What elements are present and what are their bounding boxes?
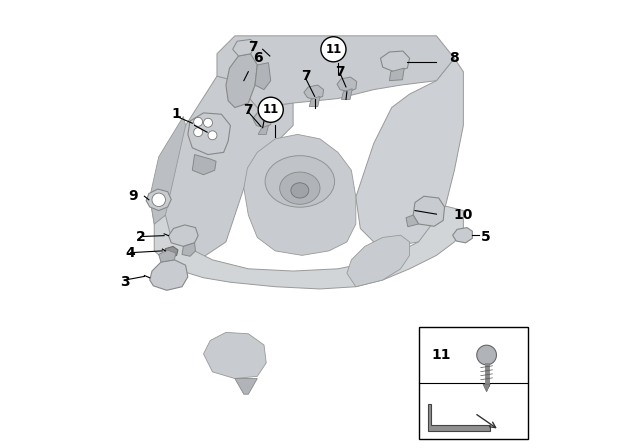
- Polygon shape: [146, 189, 172, 211]
- Text: 10: 10: [454, 208, 473, 222]
- Polygon shape: [342, 89, 352, 99]
- Polygon shape: [337, 77, 356, 92]
- Polygon shape: [413, 196, 445, 226]
- Circle shape: [152, 193, 166, 207]
- Polygon shape: [150, 260, 188, 290]
- Ellipse shape: [280, 172, 320, 204]
- Text: 7: 7: [248, 40, 258, 54]
- Text: 5: 5: [481, 230, 491, 245]
- Polygon shape: [255, 63, 271, 90]
- Polygon shape: [304, 85, 324, 99]
- Text: 2: 2: [136, 229, 146, 244]
- Polygon shape: [164, 246, 178, 258]
- Circle shape: [258, 97, 284, 122]
- FancyBboxPatch shape: [419, 327, 529, 439]
- Circle shape: [194, 117, 203, 126]
- Polygon shape: [347, 235, 410, 287]
- Polygon shape: [168, 225, 198, 246]
- Polygon shape: [356, 58, 463, 246]
- Polygon shape: [406, 215, 419, 227]
- Circle shape: [477, 345, 497, 365]
- Text: 11: 11: [325, 43, 342, 56]
- Text: 3: 3: [120, 275, 130, 289]
- Text: 7: 7: [335, 65, 345, 79]
- Text: 7: 7: [243, 103, 253, 117]
- Polygon shape: [159, 250, 176, 262]
- Polygon shape: [483, 384, 490, 392]
- Polygon shape: [452, 228, 472, 243]
- Polygon shape: [244, 134, 356, 255]
- Polygon shape: [389, 68, 404, 81]
- Polygon shape: [309, 96, 320, 107]
- Polygon shape: [182, 243, 195, 256]
- Ellipse shape: [291, 183, 309, 198]
- Text: 11: 11: [431, 348, 451, 362]
- Text: 8: 8: [449, 51, 458, 65]
- Polygon shape: [150, 76, 293, 260]
- Polygon shape: [258, 125, 269, 134]
- Circle shape: [194, 128, 203, 137]
- Circle shape: [321, 37, 346, 62]
- Circle shape: [204, 118, 212, 127]
- Polygon shape: [188, 113, 230, 155]
- Polygon shape: [204, 332, 266, 379]
- Polygon shape: [226, 54, 257, 108]
- Text: 7: 7: [301, 69, 310, 83]
- Text: 6: 6: [253, 51, 263, 65]
- Polygon shape: [150, 116, 186, 224]
- Polygon shape: [154, 206, 463, 289]
- Circle shape: [208, 131, 217, 140]
- Polygon shape: [235, 379, 257, 394]
- Polygon shape: [428, 404, 490, 431]
- Text: 11: 11: [262, 103, 279, 116]
- Polygon shape: [192, 155, 216, 175]
- Polygon shape: [380, 51, 410, 72]
- Text: 9: 9: [128, 189, 138, 203]
- Ellipse shape: [265, 156, 335, 207]
- Polygon shape: [233, 39, 257, 56]
- Polygon shape: [217, 36, 454, 108]
- Text: 4: 4: [125, 246, 136, 260]
- Text: 1: 1: [172, 107, 182, 121]
- Polygon shape: [253, 111, 272, 128]
